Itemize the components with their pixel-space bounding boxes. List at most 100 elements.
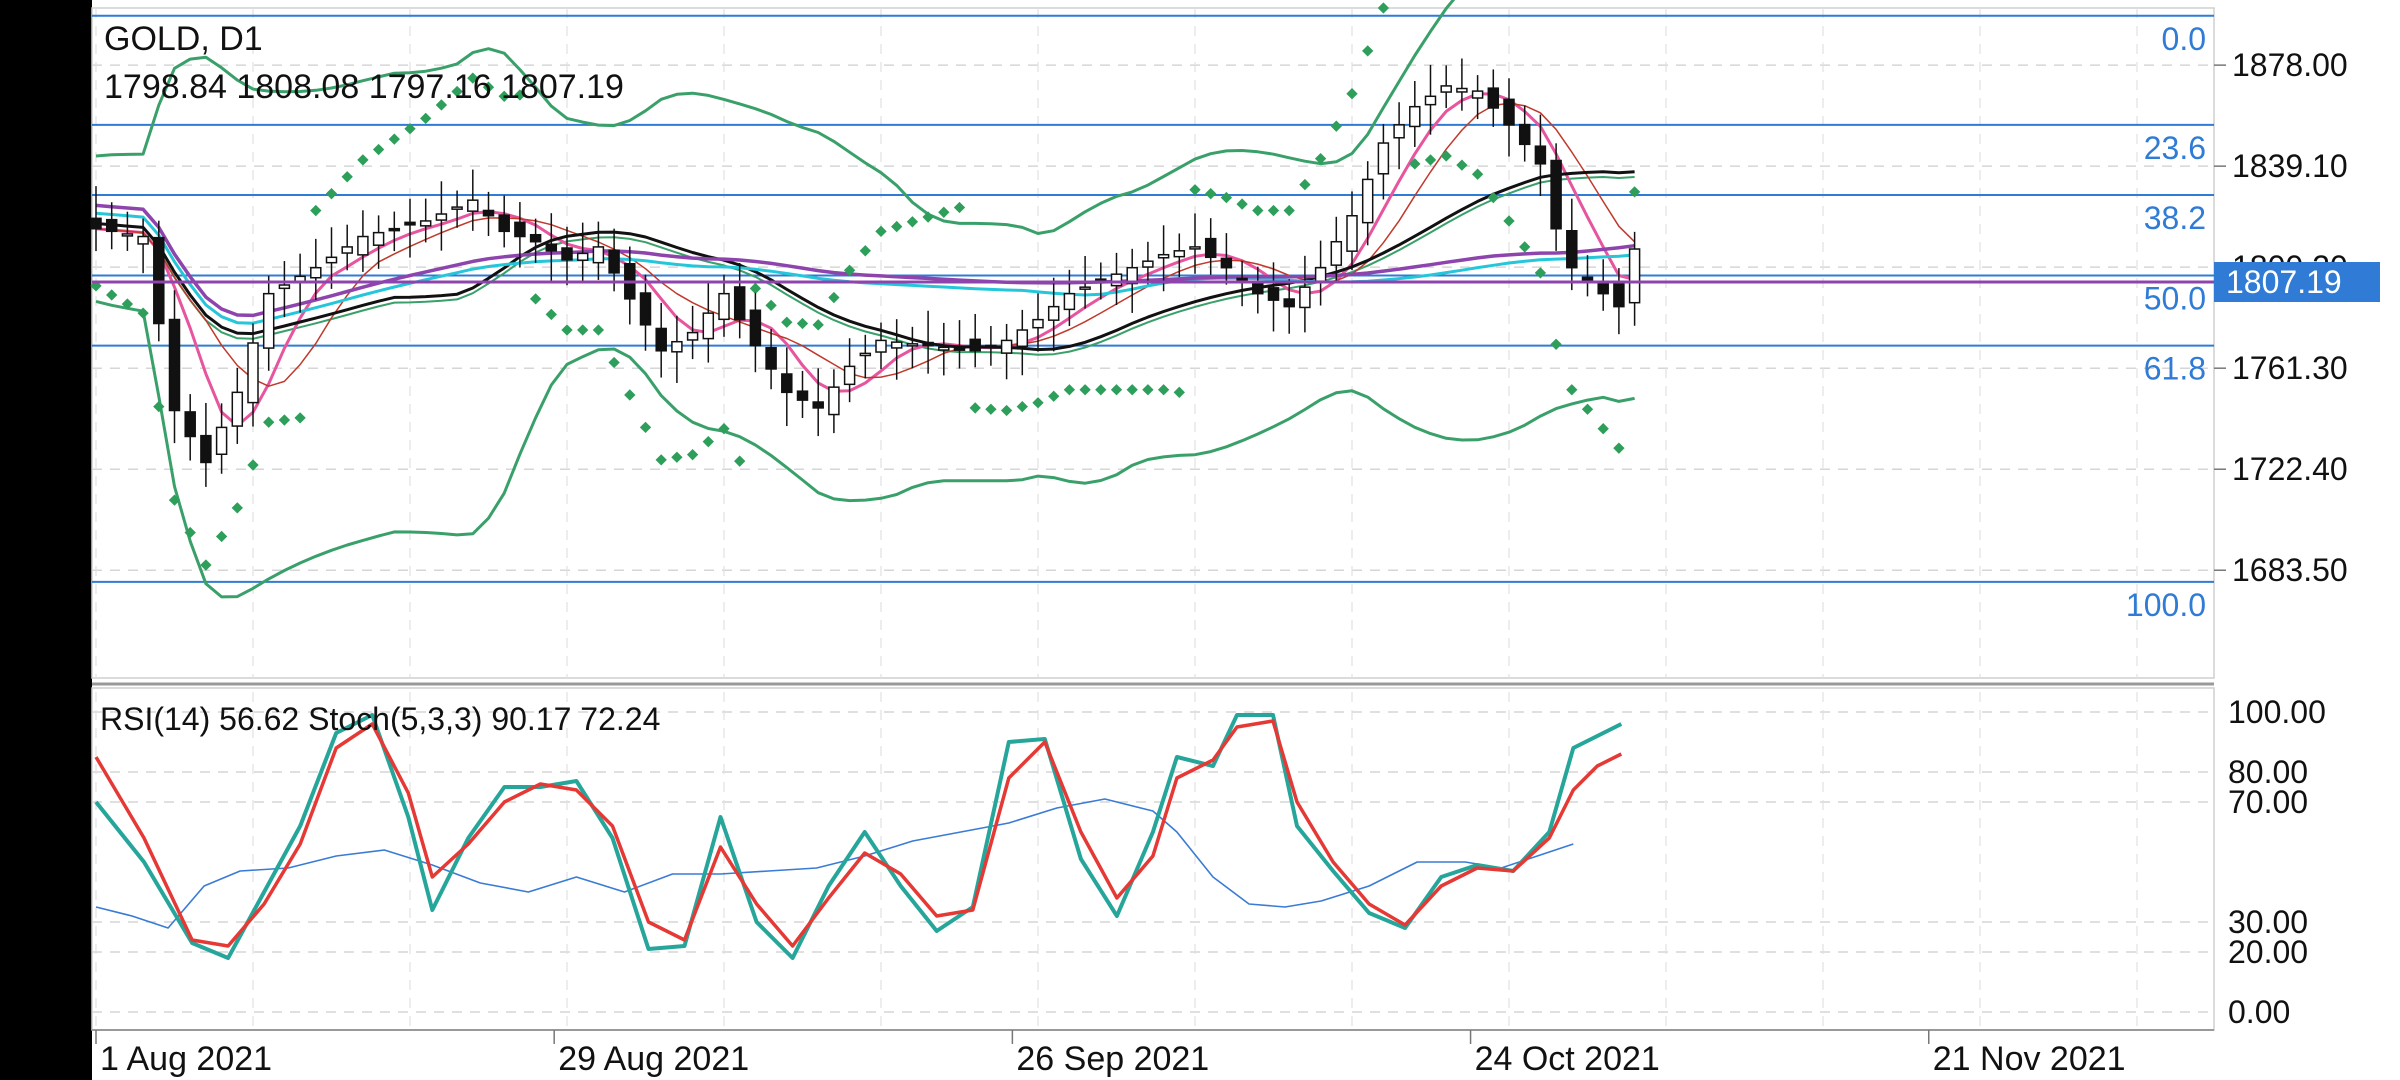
candle-body <box>969 338 981 352</box>
sar-dot <box>1424 154 1437 166</box>
sar-dot <box>734 455 746 467</box>
chart-background <box>92 0 2400 1080</box>
sar-dot <box>294 412 306 424</box>
last-price-value: 1807.19 <box>2226 264 2342 300</box>
fib-level-label: 100.0 <box>2126 587 2206 623</box>
candle-body <box>1047 305 1060 321</box>
ohlc-values: 1798.84 1808.08 1797.16 1807.19 <box>104 68 624 106</box>
candle-body <box>184 411 196 438</box>
sar-dot <box>702 436 714 448</box>
candle-body <box>1267 287 1280 301</box>
candle-body <box>435 213 448 221</box>
candle-body <box>655 327 667 352</box>
sar-dot <box>1016 400 1028 413</box>
oscillator-tick-label: 30.00 <box>2228 904 2308 940</box>
sar-dot <box>1032 397 1044 409</box>
candle-body <box>278 284 291 290</box>
candle-body <box>1503 98 1515 126</box>
sar-dot <box>671 451 683 463</box>
sar-dot <box>1628 186 1641 198</box>
candle-body <box>341 246 353 254</box>
candle-body <box>482 209 495 217</box>
candle-body <box>671 340 683 353</box>
last-price-tag: 1807.19 <box>2214 262 2380 302</box>
sar-dot <box>357 154 369 166</box>
candle-body <box>686 331 699 341</box>
candle-body <box>90 217 102 230</box>
oscillator-series-line <box>94 719 1623 948</box>
candle-body <box>702 312 715 340</box>
candle-body <box>1346 215 1358 252</box>
candle-body <box>1456 87 1468 93</box>
candle-body <box>200 434 212 464</box>
sar-dot <box>1236 198 1248 210</box>
ma-black-line <box>95 170 1635 352</box>
time-tick-label: 29 Aug 2021 <box>558 1040 749 1078</box>
sar-dot <box>1471 168 1484 180</box>
candle-body <box>168 318 181 412</box>
candle-body <box>1377 142 1390 175</box>
sar-dot <box>1456 159 1468 171</box>
candle-body <box>325 256 338 264</box>
sar-dot <box>875 225 887 237</box>
sar-dot <box>341 171 353 183</box>
time-tick-label: 1 Aug 2021 <box>100 1040 272 1078</box>
candle-body <box>1628 248 1641 304</box>
sar-dot <box>1063 384 1076 396</box>
candle-body <box>1314 266 1327 282</box>
sar-dot <box>1173 386 1185 398</box>
candle-body <box>357 235 369 256</box>
sar-dot <box>985 403 997 415</box>
sar-dot <box>1205 188 1217 200</box>
oscillator-tick-label: 0.00 <box>2228 994 2290 1030</box>
sar-dot <box>184 526 196 539</box>
sar-dot <box>1220 191 1233 204</box>
sar-dot <box>718 423 730 435</box>
sar-dot <box>1362 45 1374 57</box>
sar-dot <box>200 559 212 571</box>
candle-body <box>121 233 134 237</box>
candle-body <box>828 386 840 416</box>
candle-body <box>514 221 526 238</box>
sar-dot <box>938 206 950 218</box>
price-panel[interactable]: 0.0 23.6 38.2 50.0 61.8 100.0 1878.00 1839.10 1… <box>90 0 2380 679</box>
candle-body <box>1566 229 1578 269</box>
time-tick-label: 24 Oct 2021 <box>1475 1040 1660 1078</box>
parabolic-sar <box>90 2 1641 571</box>
sar-dot <box>1189 184 1201 196</box>
candle-body <box>262 292 275 349</box>
candle-body <box>906 343 919 347</box>
sar-dot <box>686 449 699 461</box>
bollinger-lower <box>95 299 1635 599</box>
sar-dot <box>859 245 871 257</box>
sar-dot <box>1048 390 1060 402</box>
candle-body <box>1330 240 1343 266</box>
ma-fast-line <box>95 92 1635 428</box>
candle-body <box>105 218 118 233</box>
candle-body <box>1424 95 1437 106</box>
bollinger-upper <box>95 0 1456 235</box>
candle-body <box>1220 257 1233 269</box>
sar-dot <box>215 530 228 543</box>
fib-level-label: 38.2 <box>2144 200 2206 236</box>
oscillator-tick-label: 100.00 <box>2228 694 2326 730</box>
candle-body <box>922 341 934 347</box>
price-tick-label: 1722.40 <box>2232 451 2348 487</box>
candle-body <box>608 249 620 274</box>
sar-dot <box>1550 338 1562 350</box>
candle-body <box>890 341 903 349</box>
candle-body <box>1409 105 1421 128</box>
time-axis: 1 Aug 2021 29 Aug 2021 26 Sep 2021 24 Oct 2… <box>95 1030 2126 1078</box>
ma-purple-line <box>95 203 1635 318</box>
sar-dot <box>1095 384 1107 396</box>
sar-dot <box>372 143 385 156</box>
sar-dot <box>325 188 338 200</box>
sar-dot <box>388 133 400 145</box>
candle-body <box>1204 237 1217 259</box>
bollinger-middle <box>95 176 1635 356</box>
candle-body <box>576 252 589 261</box>
sar-dot <box>765 299 777 312</box>
candle-body <box>137 235 149 245</box>
